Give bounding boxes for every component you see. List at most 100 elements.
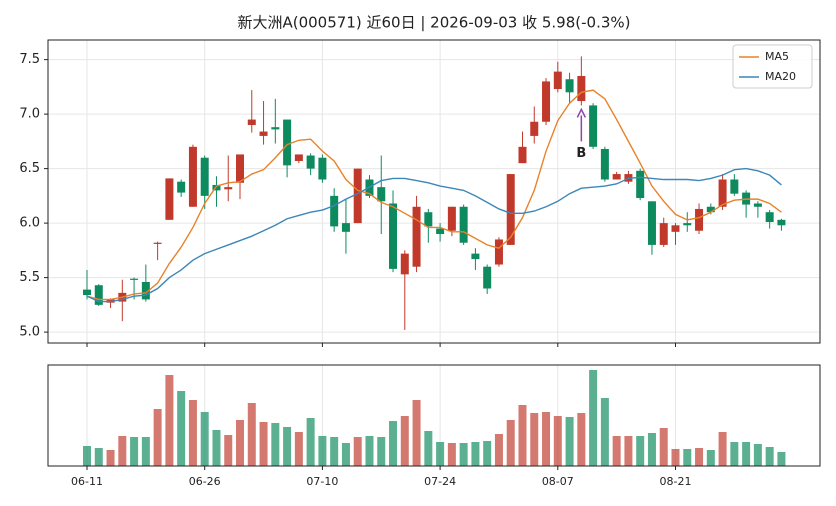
y-tick-label: 6.0 [19, 216, 40, 231]
candle-body [212, 184, 221, 191]
candle-body [424, 212, 433, 227]
volume-bar [330, 437, 339, 466]
volume-bar [200, 412, 209, 466]
candle-body [447, 206, 456, 231]
candle-body [236, 154, 245, 183]
candle-body [283, 119, 292, 166]
volume-bar [224, 435, 233, 466]
x-tick-label: 06-11 [71, 475, 103, 488]
candle-body [730, 179, 739, 194]
volume-bar [271, 423, 280, 466]
candle-body [294, 154, 303, 161]
legend: MA5 MA20 [732, 44, 813, 89]
candle-body [318, 157, 327, 180]
volume-bar [671, 449, 680, 466]
candle-body [400, 253, 409, 275]
chart-title: 新大洲A(000571) 近60日 | 2026-09-03 收 5.98(-0… [237, 14, 630, 32]
x-tick-label: 07-24 [424, 475, 456, 488]
volume-bar [765, 447, 774, 466]
candle-body [177, 181, 186, 193]
candle-body [130, 278, 139, 280]
volume-bar [283, 427, 292, 466]
volume-bar [153, 409, 162, 466]
candle-body [765, 212, 774, 223]
volume-bar [659, 428, 668, 466]
candle-body [377, 187, 386, 202]
volume-bar [753, 444, 762, 466]
candle-body [259, 131, 268, 136]
candle-body [271, 127, 280, 130]
volume-bar [400, 416, 409, 466]
candle-body [506, 174, 515, 245]
volume-bar [247, 403, 256, 466]
y-tick-label: 7.5 [19, 52, 40, 67]
legend-label: MA20 [765, 70, 796, 83]
candle-body [565, 79, 574, 93]
ma-line [86, 89, 782, 301]
volume-bar [436, 442, 445, 466]
candle-body [483, 266, 492, 289]
volume-bar [306, 418, 315, 466]
volume-bar [636, 436, 645, 466]
plot: B [83, 56, 786, 466]
legend-label: MA5 [765, 50, 789, 63]
candle-body [224, 187, 233, 190]
candle-body [542, 81, 551, 122]
x-tick-label: 07-10 [306, 475, 338, 488]
volume-bar [600, 398, 609, 466]
candle-body [753, 203, 762, 207]
volume-bar [483, 441, 492, 466]
candle-body [589, 105, 598, 147]
volume-bar [565, 417, 574, 466]
candle-body [671, 225, 680, 232]
volume-bar [424, 431, 433, 466]
candle-body [683, 223, 692, 226]
candle-body [659, 223, 668, 245]
volume-bar [259, 422, 268, 466]
candle-body [412, 206, 421, 267]
candle-body [153, 242, 162, 244]
candle-body [471, 253, 480, 260]
y-tick-label: 5.5 [19, 270, 40, 285]
candle-body [530, 121, 539, 136]
candle-body [600, 148, 609, 180]
candle-body [636, 170, 645, 199]
volume-bar [106, 450, 115, 466]
candle-body [436, 228, 445, 235]
candle-body [141, 281, 150, 300]
candle-body [306, 155, 315, 169]
candle-body [647, 201, 656, 245]
candle-body [83, 289, 91, 296]
candle-body [389, 203, 398, 269]
volume-bar [365, 436, 374, 466]
volume-bar [718, 432, 727, 466]
volume-bar [83, 446, 91, 466]
volume-bar [177, 391, 186, 466]
volume-bar [341, 443, 350, 466]
y-tick-label: 7.0 [19, 107, 40, 122]
volume-bar [494, 434, 503, 466]
candle-body [188, 146, 197, 207]
candle-body [777, 219, 786, 226]
candle-body [341, 223, 350, 232]
y-tick-label: 6.5 [19, 161, 40, 176]
volume-bar [577, 413, 586, 466]
volume-bar [553, 416, 562, 466]
volume-bar [377, 437, 386, 466]
volume-bar [530, 413, 539, 466]
volume-bar [130, 437, 139, 466]
volume-bar [353, 437, 362, 466]
candle-body [695, 208, 704, 231]
volume-bar [165, 375, 174, 466]
x-tick-label: 08-21 [660, 475, 692, 488]
volume-bar [612, 436, 621, 466]
volume-bar [706, 450, 715, 466]
volume-bar [730, 442, 739, 466]
volume-bar [471, 442, 480, 466]
candle-body [494, 239, 503, 265]
volume-bar [94, 448, 103, 466]
candle-body [706, 206, 715, 213]
volume-bar [777, 452, 786, 466]
volume-bar [212, 430, 221, 466]
